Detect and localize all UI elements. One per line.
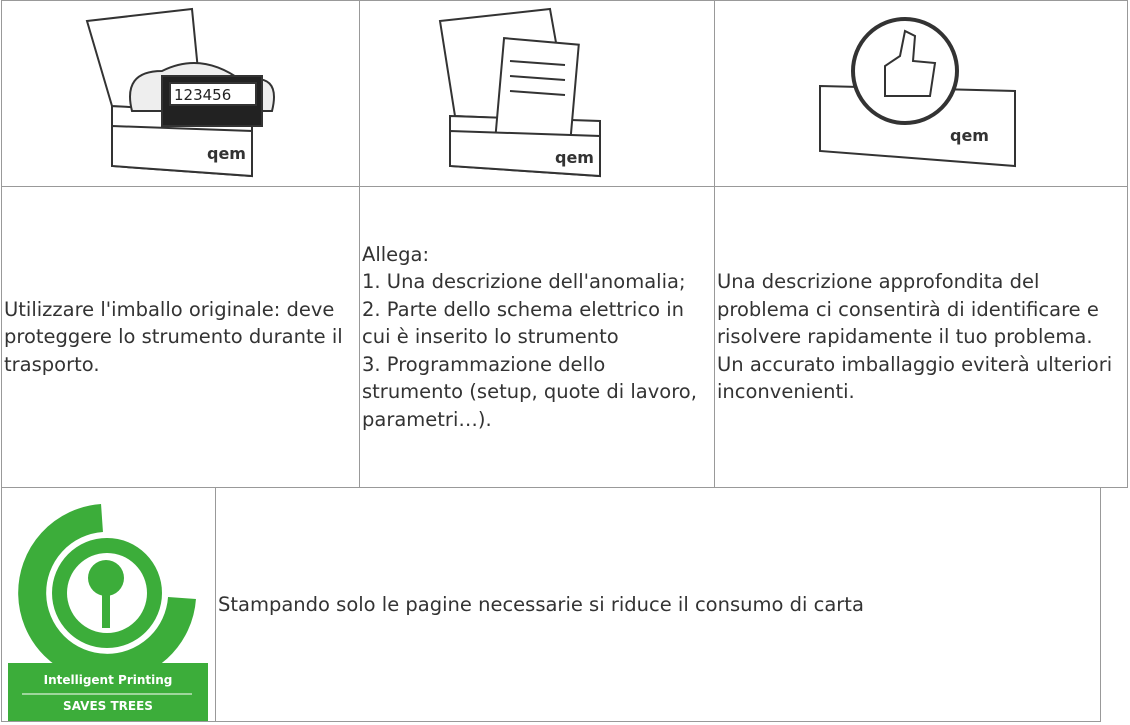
box-illustration: qem xyxy=(438,7,601,178)
text-cell: Una descrizione approfondita del problem… xyxy=(714,186,1128,488)
badge-bottom: SAVES TREES xyxy=(63,699,153,713)
badge-cell: Intelligent Printing SAVES TREES xyxy=(1,487,216,722)
text-line: Una descrizione approfondita del problem… xyxy=(717,270,1099,349)
logo: qem xyxy=(555,148,594,167)
text-cell: Allega: 1. Una descrizione dell'anomalia;… xyxy=(359,186,715,488)
text-line: Un accurato imballaggio eviterà ulterior… xyxy=(717,352,1113,404)
image-cell: qem 123456 xyxy=(1,0,360,187)
image-cell: qem xyxy=(359,0,715,187)
text-line: 2. Parte dello schema elettrico in cui è… xyxy=(362,297,684,349)
banner-text: Stampando solo le pagine necessarie si r… xyxy=(218,592,864,616)
display: 123456 xyxy=(174,86,231,104)
banner-cell: Stampando solo le pagine necessarie si r… xyxy=(215,487,1101,722)
text-line: Utilizzare l'imballo originale: deve pro… xyxy=(4,297,343,376)
badge: Intelligent Printing SAVES TREES xyxy=(8,498,208,721)
badge-top: Intelligent Printing xyxy=(44,673,173,687)
text-cell: Utilizzare l'imballo originale: deve pro… xyxy=(1,186,360,488)
logo: qem xyxy=(950,126,989,145)
logo: qem xyxy=(207,144,246,163)
text-line: 1. Una descrizione dell'anomalia; xyxy=(362,270,686,294)
box-illustration: qem 123456 xyxy=(85,7,275,178)
text-line: Allega: xyxy=(362,242,430,266)
box-illustration: qem xyxy=(819,17,1016,168)
text-line: 3. Programmazione dello strumento (setup… xyxy=(362,352,697,431)
image-cell: qem xyxy=(714,0,1128,187)
